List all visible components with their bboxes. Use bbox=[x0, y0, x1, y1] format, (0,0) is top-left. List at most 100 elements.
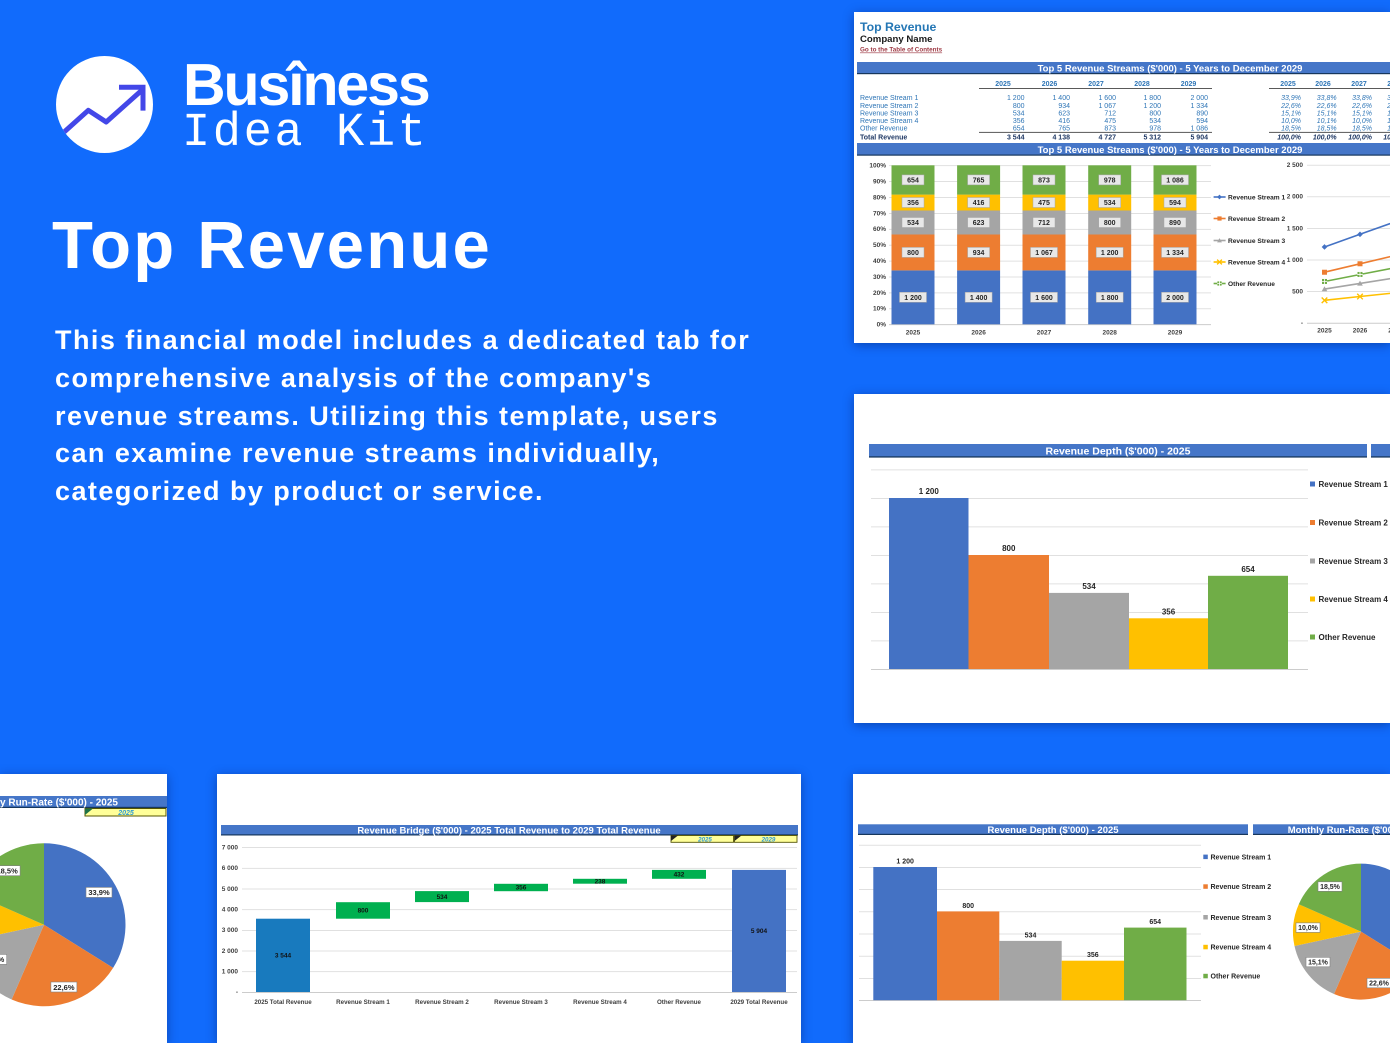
svg-text:22,6%: 22,6% bbox=[1369, 981, 1390, 988]
svg-text:800: 800 bbox=[962, 903, 974, 910]
svg-text:15,1%: 15,1% bbox=[0, 955, 5, 964]
svg-text:10%: 10% bbox=[873, 306, 886, 313]
svg-text:1 600: 1 600 bbox=[1035, 295, 1053, 302]
svg-text:Revenue Stream 4: Revenue Stream 4 bbox=[860, 118, 918, 125]
svg-text:594: 594 bbox=[1196, 118, 1208, 125]
svg-text:22,6%: 22,6% bbox=[1280, 103, 1301, 110]
svg-text:2029: 2029 bbox=[761, 836, 776, 843]
svg-text:1 200: 1 200 bbox=[896, 859, 914, 866]
svg-text:416: 416 bbox=[1058, 118, 1070, 125]
svg-text:15,1%: 15,1% bbox=[1352, 111, 1372, 118]
svg-text:765: 765 bbox=[973, 178, 985, 185]
svg-text:1 067: 1 067 bbox=[1098, 103, 1116, 110]
svg-text:2025: 2025 bbox=[697, 836, 712, 843]
svg-text:2028: 2028 bbox=[1134, 81, 1150, 88]
svg-text:356: 356 bbox=[1087, 952, 1099, 959]
svg-text:475: 475 bbox=[1038, 200, 1050, 207]
svg-text:2029 Total Revenue: 2029 Total Revenue bbox=[730, 999, 788, 1006]
svg-text:Revenue Depth ($'000) - 2025: Revenue Depth ($'000) - 2025 bbox=[1046, 446, 1191, 458]
svg-text:2026: 2026 bbox=[1315, 81, 1331, 88]
svg-text:Company Name: Company Name bbox=[860, 34, 933, 45]
svg-text:Revenue Stream 4: Revenue Stream 4 bbox=[1319, 595, 1389, 604]
svg-text:2025: 2025 bbox=[117, 810, 134, 817]
svg-text:15,1%: 15,1% bbox=[1281, 111, 1301, 118]
svg-text:500: 500 bbox=[1292, 289, 1303, 296]
svg-text:1 400: 1 400 bbox=[970, 295, 988, 302]
svg-text:Revenue Stream 1: Revenue Stream 1 bbox=[1211, 855, 1272, 862]
svg-text:100,0%: 100,0% bbox=[1277, 135, 1302, 142]
svg-text:50%: 50% bbox=[873, 242, 886, 249]
svg-text:800: 800 bbox=[1013, 103, 1025, 110]
svg-text:Revenue Stream 3: Revenue Stream 3 bbox=[860, 111, 918, 118]
svg-text:2 500: 2 500 bbox=[1287, 162, 1304, 169]
svg-text:934: 934 bbox=[1058, 103, 1070, 110]
svg-text:712: 712 bbox=[1104, 111, 1116, 118]
svg-text:2025: 2025 bbox=[995, 81, 1011, 88]
svg-text:534: 534 bbox=[1149, 118, 1161, 125]
svg-text:1 200: 1 200 bbox=[1007, 95, 1025, 102]
svg-text:10,0%: 10,0% bbox=[1298, 925, 1319, 932]
svg-text:2025 Total Revenue: 2025 Total Revenue bbox=[254, 999, 312, 1006]
svg-text:2026: 2026 bbox=[1353, 327, 1368, 334]
svg-text:534: 534 bbox=[1013, 111, 1025, 118]
svg-text:60%: 60% bbox=[873, 226, 886, 233]
svg-text:22,6%: 22,6% bbox=[53, 983, 75, 992]
svg-text:800: 800 bbox=[1149, 111, 1161, 118]
svg-text:Revenue Stream 3: Revenue Stream 3 bbox=[1211, 915, 1272, 922]
svg-text:Monthly Run-Rate ($'000) - 202: Monthly Run-Rate ($'000) - 2025 bbox=[0, 798, 118, 809]
svg-text:356: 356 bbox=[1013, 118, 1025, 125]
svg-text:2 000: 2 000 bbox=[1190, 95, 1208, 102]
svg-text:623: 623 bbox=[1058, 111, 1070, 118]
svg-text:33,8%: 33,8% bbox=[1317, 95, 1337, 102]
svg-text:2029: 2029 bbox=[1181, 81, 1197, 88]
svg-text:100,0%: 100,0% bbox=[1348, 135, 1373, 142]
svg-text:1 334: 1 334 bbox=[1190, 103, 1208, 110]
svg-text:594: 594 bbox=[1169, 200, 1181, 207]
svg-text:Revenue Stream 2: Revenue Stream 2 bbox=[1319, 519, 1389, 528]
svg-text:Revenue Stream 1: Revenue Stream 1 bbox=[860, 95, 918, 102]
svg-text:475: 475 bbox=[1104, 118, 1116, 125]
svg-text:2029: 2029 bbox=[1168, 329, 1183, 336]
svg-text:356: 356 bbox=[516, 885, 527, 892]
svg-text:7 000: 7 000 bbox=[222, 844, 239, 851]
svg-text:5 904: 5 904 bbox=[751, 928, 768, 935]
svg-text:33,9%: 33,9% bbox=[88, 888, 110, 897]
svg-text:3 544: 3 544 bbox=[275, 953, 292, 960]
svg-text:10,1%: 10,1% bbox=[1387, 118, 1390, 125]
svg-text:2025: 2025 bbox=[906, 329, 921, 336]
svg-text:Revenue Depth ($'000) - 2025: Revenue Depth ($'000) - 2025 bbox=[987, 825, 1119, 836]
svg-text:2025: 2025 bbox=[1280, 81, 1296, 88]
svg-text:765: 765 bbox=[1058, 125, 1070, 132]
svg-text:Revenue Stream 4: Revenue Stream 4 bbox=[1228, 260, 1286, 267]
svg-text:6 000: 6 000 bbox=[222, 865, 239, 872]
svg-text:-: - bbox=[1301, 320, 1303, 327]
svg-text:22,6%: 22,6% bbox=[1351, 103, 1372, 110]
svg-text:15,1%: 15,1% bbox=[1317, 111, 1337, 118]
svg-text:20%: 20% bbox=[873, 290, 886, 297]
svg-text:1 067: 1 067 bbox=[1035, 250, 1053, 257]
svg-text:1 600: 1 600 bbox=[1098, 95, 1116, 102]
svg-text:18,5%: 18,5% bbox=[1317, 125, 1337, 132]
svg-text:Revenue Stream 1: Revenue Stream 1 bbox=[1228, 195, 1286, 202]
svg-text:Top 5 Revenue Streams ($'000): Top 5 Revenue Streams ($'000) - 5 Years … bbox=[1038, 64, 1303, 75]
svg-text:Revenue Stream 1: Revenue Stream 1 bbox=[336, 999, 390, 1006]
svg-text:534: 534 bbox=[437, 894, 448, 901]
svg-text:18,5%: 18,5% bbox=[1352, 125, 1372, 132]
svg-text:10,0%: 10,0% bbox=[1352, 118, 1372, 125]
svg-text:712: 712 bbox=[1038, 220, 1050, 227]
svg-text:18,5%: 18,5% bbox=[0, 867, 18, 876]
svg-text:5 904: 5 904 bbox=[1190, 135, 1208, 142]
svg-text:238: 238 bbox=[595, 879, 606, 886]
svg-text:1 000: 1 000 bbox=[1287, 257, 1304, 264]
svg-text:Top Revenue: Top Revenue bbox=[860, 20, 936, 34]
svg-text:1 400: 1 400 bbox=[1052, 95, 1070, 102]
svg-text:18,5%: 18,5% bbox=[1320, 884, 1341, 891]
svg-text:2028: 2028 bbox=[1102, 329, 1117, 336]
svg-text:100,0%: 100,0% bbox=[1313, 135, 1338, 142]
svg-text:1 800: 1 800 bbox=[1101, 295, 1119, 302]
svg-text:Other Revenue: Other Revenue bbox=[1211, 974, 1261, 981]
svg-text:18,5%: 18,5% bbox=[1281, 125, 1301, 132]
svg-text:Revenue Bridge ($'000) - 2025: Revenue Bridge ($'000) - 2025 Total Reve… bbox=[357, 825, 660, 836]
svg-text:Revenue Stream 2: Revenue Stream 2 bbox=[1228, 216, 1286, 223]
svg-text:2 000: 2 000 bbox=[222, 948, 239, 955]
